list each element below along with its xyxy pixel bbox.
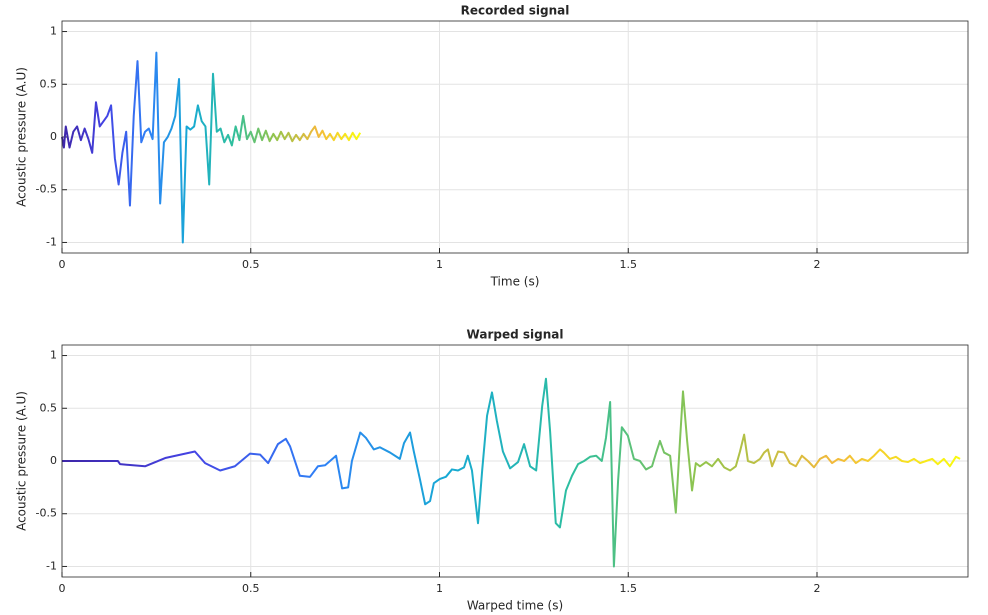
chart-title: Warped signal — [467, 328, 564, 342]
y-axis-label: Acoustic pressure (A.U) — [15, 67, 29, 207]
chart-title: Recorded signal — [461, 4, 570, 18]
subplot: -1 -0.5 0 0.5 1 0 0.5 1 1.5 2 Recorded signal Time … — [15, 4, 969, 289]
x-tick-label: 1.5 — [620, 258, 638, 271]
y-tick-label: 0.5 — [40, 77, 58, 90]
x-tick-label: 0.5 — [242, 258, 260, 271]
x-tick-label: 0.5 — [242, 582, 260, 595]
signal-line — [62, 377, 961, 568]
y-tick-label: -0.5 — [36, 507, 57, 520]
x-axis-label: Warped time (s) — [467, 599, 563, 613]
x-tick-label: 2 — [814, 582, 821, 595]
x-axis-label: Time (s) — [490, 275, 540, 289]
y-tick-label: -1 — [46, 559, 57, 572]
y-tick-label: 1 — [50, 349, 57, 362]
x-tick-label: 1 — [436, 582, 443, 595]
y-tick-label: 1 — [50, 25, 57, 38]
axes-frame — [61, 20, 969, 254]
x-tick-label: 2 — [814, 258, 821, 271]
y-tick-label: -0.5 — [36, 183, 57, 196]
y-tick-label: 0 — [50, 130, 57, 143]
x-tick-label: 1 — [436, 258, 443, 271]
y-tick-label: 0.5 — [40, 401, 58, 414]
y-tick-label: -1 — [46, 235, 57, 248]
x-tick-label: 1.5 — [620, 582, 638, 595]
axes-frame — [61, 344, 969, 578]
y-axis-label: Acoustic pressure (A.U) — [15, 391, 29, 531]
x-tick-label: 0 — [59, 258, 66, 271]
y-tick-label: 0 — [50, 454, 57, 467]
x-tick-label: 0 — [59, 582, 66, 595]
subplot: -1 -0.5 0 0.5 1 0 0.5 1 1.5 2 Warped signal Warped … — [15, 328, 969, 613]
signal-line — [61, 51, 362, 244]
